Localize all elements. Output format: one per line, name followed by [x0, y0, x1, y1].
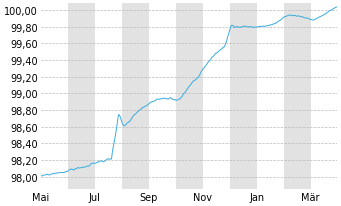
Bar — [284, 4, 311, 189]
Bar — [68, 4, 95, 189]
Bar — [176, 4, 203, 189]
Bar — [122, 4, 149, 189]
Bar — [230, 4, 257, 189]
